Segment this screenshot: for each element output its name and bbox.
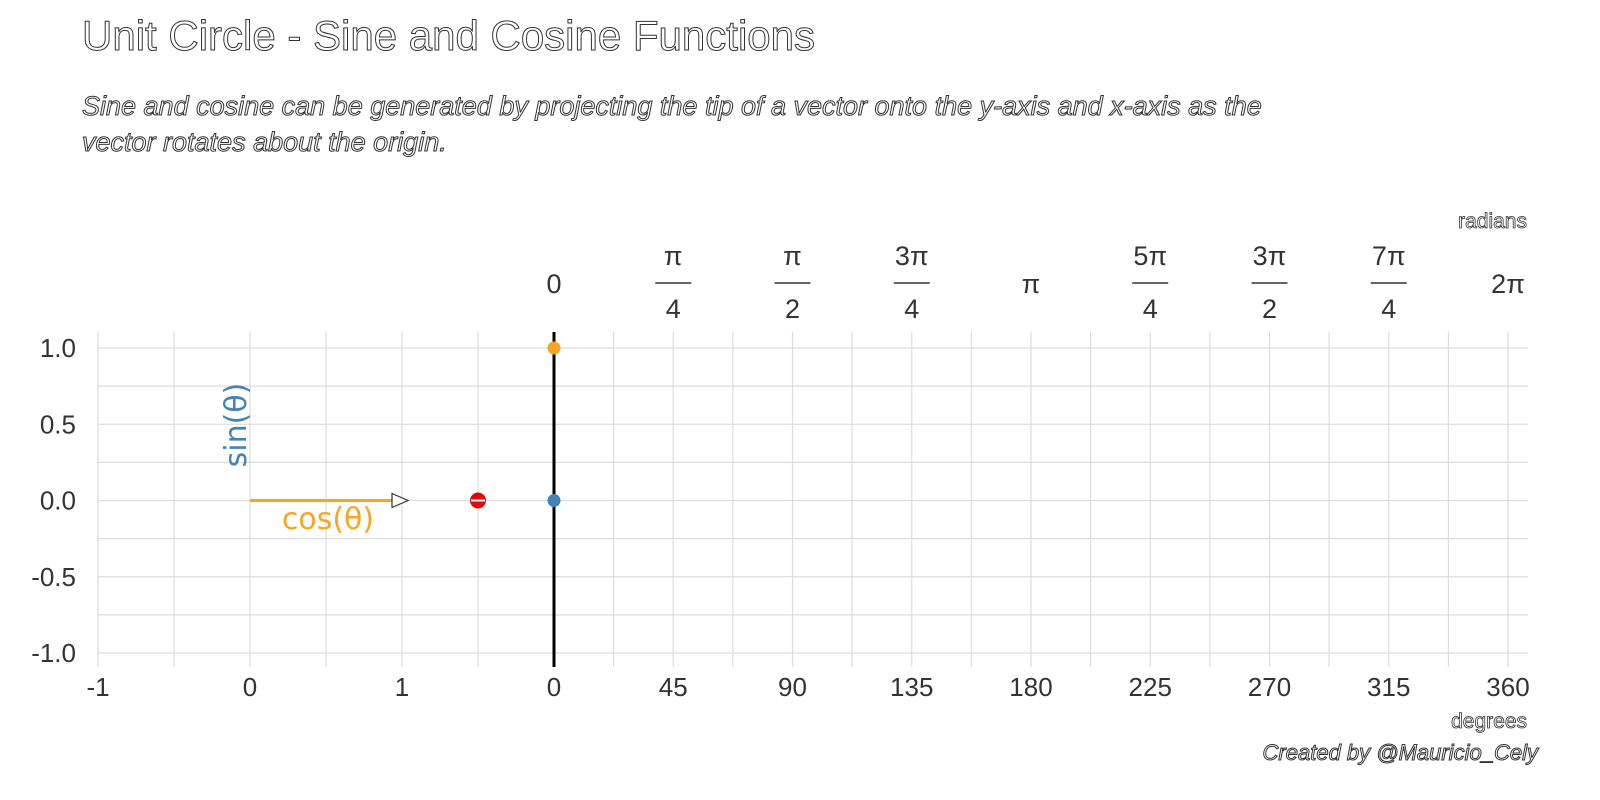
radian-tick-denominator: 4 [1143, 294, 1158, 324]
y-tick-label: -0.5 [31, 562, 76, 592]
radian-tick-numerator: 3π [1253, 241, 1287, 271]
radian-tick-label: 0 [546, 269, 561, 299]
radian-tick-numerator: 7π [1372, 241, 1406, 271]
radian-tick-numerator: 3π [895, 241, 929, 271]
cos-label: cos(θ) [282, 502, 374, 537]
radian-tick-label: π [1022, 269, 1041, 299]
radian-tick-label: 2π [1491, 269, 1525, 299]
degree-tick-label: 135 [890, 672, 933, 702]
y-tick-label: -1.0 [31, 638, 76, 668]
degree-tick-label: 45 [659, 672, 688, 702]
degree-tick-label: 90 [778, 672, 807, 702]
radian-tick-numerator: 5π [1133, 241, 1167, 271]
caption-credit: Created by @Mauricio_Cely [1262, 740, 1538, 766]
radian-tick-denominator: 2 [1262, 294, 1277, 324]
series-point [547, 341, 561, 355]
degree-tick-label: 360 [1486, 672, 1529, 702]
degree-tick-label: 270 [1248, 672, 1291, 702]
y-tick-label: 0.0 [40, 486, 76, 516]
chart-subtitle: Sine and cosine can be generated by proj… [82, 91, 1263, 158]
radian-tick-denominator: 4 [904, 294, 919, 324]
y-tick-label: 0.5 [40, 409, 76, 439]
degree-tick-label: 0 [547, 672, 561, 702]
radian-tick-denominator: 4 [1381, 294, 1396, 324]
vector-arrowhead [391, 492, 410, 509]
degree-tick-label: 315 [1367, 672, 1410, 702]
sin-label: sin(θ) [219, 383, 254, 468]
radian-tick-numerator: π [664, 241, 683, 271]
radian-tick-numerator: π [783, 241, 802, 271]
marks [250, 341, 561, 509]
radian-tick-denominator: 2 [785, 294, 800, 324]
radians-axis-label: radians [1458, 210, 1527, 233]
x-tick-label: -1 [86, 672, 109, 702]
degree-tick-label: 180 [1009, 672, 1052, 702]
x-tick-label: 0 [243, 672, 257, 702]
x-tick-label: 1 [395, 672, 409, 702]
labels: 1.0 0.5 0.0 -0.5 -1.0 -1 0 1 0 45 90 135 180 225 270 31… [31, 210, 1530, 734]
y-tick-label: 1.0 [40, 333, 76, 363]
degrees-axis-label: degrees [1451, 710, 1527, 733]
radian-tick-denominator: 4 [666, 294, 681, 324]
degree-tick-label: 225 [1129, 672, 1172, 702]
grid [97, 332, 1528, 667]
series-point [547, 494, 561, 507]
chart-title: Unit Circle - Sine and Cosine Functions [82, 12, 816, 60]
